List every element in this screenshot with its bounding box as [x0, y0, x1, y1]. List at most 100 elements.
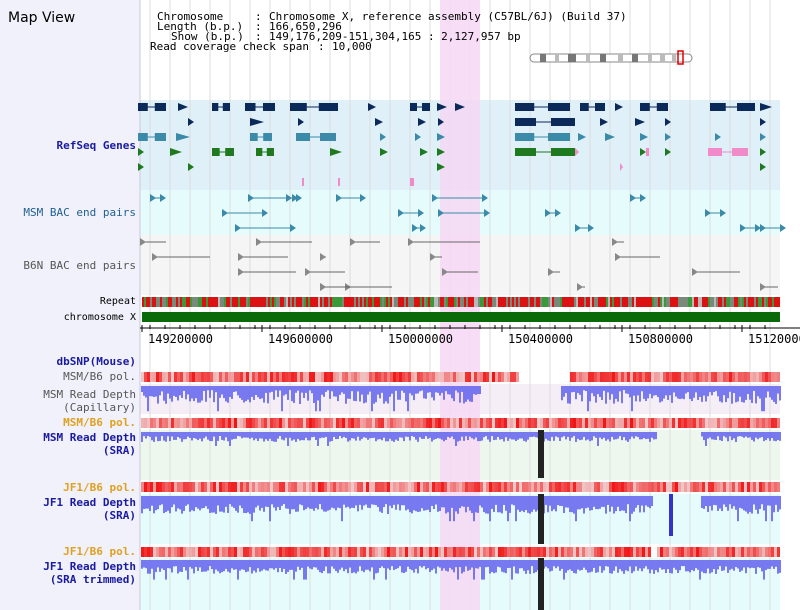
polymorphism-mark — [474, 547, 477, 557]
read-depth-bar — [739, 432, 741, 437]
polymorphism-mark — [522, 482, 525, 492]
read-depth-bar — [689, 386, 691, 399]
read-depth-bar — [275, 432, 277, 442]
read-depth-bar — [143, 386, 145, 396]
polymorphism-mark — [474, 482, 477, 492]
repeat-mark — [364, 297, 366, 307]
polymorphism-mark — [720, 482, 723, 492]
read-depth-bar — [241, 496, 243, 509]
read-depth-bar — [757, 386, 759, 397]
polymorphism-mark — [450, 547, 453, 557]
read-depth-bar — [199, 496, 201, 511]
repeat-mark — [748, 297, 750, 307]
track-label-jf1-b6-pol-2[interactable]: JF1/B6 pol. — [63, 545, 136, 558]
bac-end — [577, 283, 583, 291]
read-depth-bar — [763, 386, 765, 412]
polymorphism-mark — [594, 482, 597, 492]
polymorphism-mark — [144, 418, 147, 428]
track-label-msm-b6-pol-2[interactable]: MSM/B6 pol. — [63, 416, 136, 429]
track-label-msm-depth-sra[interactable]: MSM Read Depth (SRA) — [0, 431, 136, 457]
track-label-msm-depth-capillary[interactable]: MSM Read Depth (Capillary) — [0, 388, 136, 414]
polymorphism-mark — [261, 372, 264, 382]
repeat-mark — [732, 297, 734, 307]
polymorphism-mark — [735, 418, 738, 428]
read-depth-bar — [671, 386, 673, 403]
read-depth-bar — [337, 496, 339, 508]
polymorphism-mark — [255, 547, 258, 557]
polymorphism-mark — [156, 482, 159, 492]
read-depth-bar — [669, 560, 671, 574]
read-depth-bar — [355, 496, 357, 506]
read-depth-bar — [405, 560, 407, 572]
bac-end — [262, 209, 268, 217]
gene-arrow — [437, 103, 447, 111]
polymorphism-mark — [549, 418, 552, 428]
polymorphism-mark — [231, 547, 234, 557]
polymorphism-mark — [483, 372, 486, 382]
ideogram-band — [618, 54, 623, 62]
read-depth-bar — [381, 560, 383, 567]
track-label-line: (Capillary) — [63, 401, 136, 414]
track-label-jf1-depth-sra[interactable]: JF1 Read Depth (SRA) — [0, 496, 136, 522]
polymorphism-mark — [333, 482, 336, 492]
read-depth-bar — [231, 560, 233, 569]
read-depth-bar — [295, 432, 297, 442]
read-depth-bar — [497, 432, 499, 437]
track-label-msm-bac[interactable]: MSM BAC end pairs — [23, 206, 136, 219]
polymorphism-mark — [678, 547, 681, 557]
gene-arrow — [575, 148, 579, 156]
repeat-mark — [460, 297, 462, 307]
polymorphism-mark — [213, 482, 216, 492]
read-depth-bar — [261, 496, 263, 508]
repeat-mark — [582, 297, 584, 307]
polymorphism-mark — [702, 547, 705, 557]
polymorphism-mark — [255, 372, 258, 382]
polymorphism-mark — [348, 482, 351, 492]
read-depth-bar — [365, 560, 367, 570]
read-depth-bar — [163, 386, 165, 401]
read-depth-bar — [737, 560, 739, 569]
track-label-jf1-depth-trimmed[interactable]: JF1 Read Depth (SRA trimmed) — [0, 560, 136, 586]
polymorphism-mark — [543, 418, 546, 428]
polymorphism-mark — [390, 482, 393, 492]
track-label-msm-b6-pol[interactable]: MSM/B6 pol. — [63, 370, 136, 383]
polymorphism-mark — [396, 482, 399, 492]
polymorphism-mark — [378, 547, 381, 557]
read-depth-bar — [607, 496, 609, 505]
read-depth-bar — [229, 496, 231, 505]
gene-exon — [551, 148, 575, 156]
read-depth-bar — [185, 432, 187, 440]
polymorphism-mark — [447, 547, 450, 557]
repeat-mark — [448, 297, 450, 307]
polymorphism-mark — [651, 482, 654, 492]
polymorphism-mark — [243, 547, 246, 557]
track-label-jf1-b6-pol[interactable]: JF1/B6 pol. — [63, 481, 136, 494]
repeat-mark — [536, 297, 538, 307]
polymorphism-mark — [480, 482, 483, 492]
read-depth-bar — [303, 386, 305, 399]
polymorphism-mark — [207, 547, 210, 557]
polymorphism-mark — [444, 547, 447, 557]
polymorphism-mark — [528, 482, 531, 492]
polymorphism-mark — [627, 547, 630, 557]
read-depth-bar — [257, 432, 259, 442]
polymorphism-mark — [729, 482, 732, 492]
read-depth-bar — [325, 560, 327, 567]
repeat-mark — [244, 297, 246, 307]
read-depth-bar — [253, 432, 255, 441]
read-depth-bar — [619, 560, 621, 570]
read-depth-bar — [521, 560, 523, 569]
gene-arrow — [600, 118, 608, 126]
track-label-b6n-bac[interactable]: B6N BAC end pairs — [23, 259, 136, 272]
track-label-dbsnp[interactable]: dbSNP(Mouse) — [56, 355, 136, 368]
read-depth-bar — [239, 386, 241, 398]
track-label-refseq[interactable]: RefSeq Genes — [56, 139, 136, 152]
repeat-mark — [776, 297, 778, 307]
track-label-line: MSM Read Depth — [43, 388, 136, 401]
repeat-mark — [196, 297, 198, 307]
polymorphism-mark — [705, 418, 708, 428]
read-depth-bar — [415, 432, 417, 440]
repeat-mark — [774, 297, 776, 307]
polymorphism-mark — [642, 482, 645, 492]
